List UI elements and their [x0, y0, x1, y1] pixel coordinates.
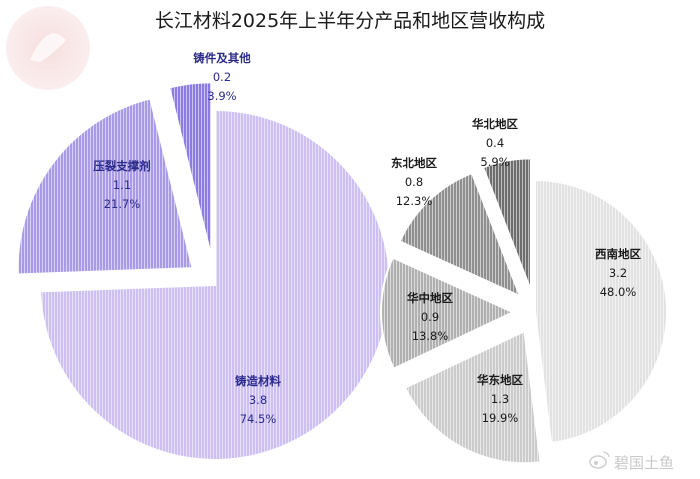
pie-slice-texture — [381, 257, 514, 369]
pie-slice-texture — [40, 110, 391, 460]
pie-labels: 铸造材料 3.8 74.5% 压裂支撑剂 1.1 21.7% 铸件及其他 0.2 3.9% 西南地… — [93, 51, 641, 426]
pie-slice-texture — [535, 180, 667, 444]
slice-label-percent: 21.7% — [104, 197, 141, 211]
slice-label-name: 华中地区 — [407, 291, 453, 305]
slice-label-percent: 48.0% — [600, 285, 637, 299]
slice-label-name: 华东地区 — [477, 373, 523, 387]
slice-label-percent: 3.9% — [207, 89, 236, 103]
pie-product — [16, 81, 391, 461]
slice-label-value: 3.2 — [609, 266, 627, 280]
slice-label-value: 1.1 — [113, 178, 131, 192]
slice-label-value: 0.4 — [486, 136, 504, 150]
slice-label-name: 压裂支撑剂 — [93, 159, 151, 173]
chart-title: 长江材料2025年上半年分产品和地区营收构成 — [155, 10, 545, 32]
slice-label-name: 华北地区 — [472, 117, 518, 131]
slice-label-name: 铸造材料 — [235, 374, 281, 388]
pie-slice-texture — [483, 158, 531, 291]
slice-label-name: 东北地区 — [391, 156, 437, 170]
slice-label-value: 0.2 — [213, 70, 231, 84]
slice-label-percent: 19.9% — [482, 411, 519, 425]
slice-label-value: 1.3 — [491, 392, 509, 406]
corner-logo-watermark — [6, 6, 90, 90]
pie-slice-texture — [399, 173, 520, 297]
weibo-icon — [589, 451, 610, 469]
slice-label-percent: 13.8% — [412, 329, 449, 343]
pie-slice-texture — [17, 98, 193, 275]
slice-label-value: 0.8 — [405, 175, 423, 189]
watermark: 碧国土鱼 — [589, 451, 674, 472]
slice-label-name: 西南地区 — [595, 247, 641, 261]
slice-label-percent: 5.9% — [480, 155, 509, 169]
slice-label-percent: 74.5% — [240, 412, 277, 426]
slice-label-percent: 12.3% — [396, 194, 433, 208]
watermark-text: 碧国土鱼 — [614, 454, 674, 472]
slice-label-name: 铸件及其他 — [193, 51, 251, 65]
pie-region — [380, 157, 668, 465]
slice-label-value: 3.8 — [249, 393, 267, 407]
pie-slice-texture — [169, 82, 212, 258]
pie-slice-texture — [405, 331, 541, 464]
slice-label-value: 0.9 — [421, 310, 439, 324]
